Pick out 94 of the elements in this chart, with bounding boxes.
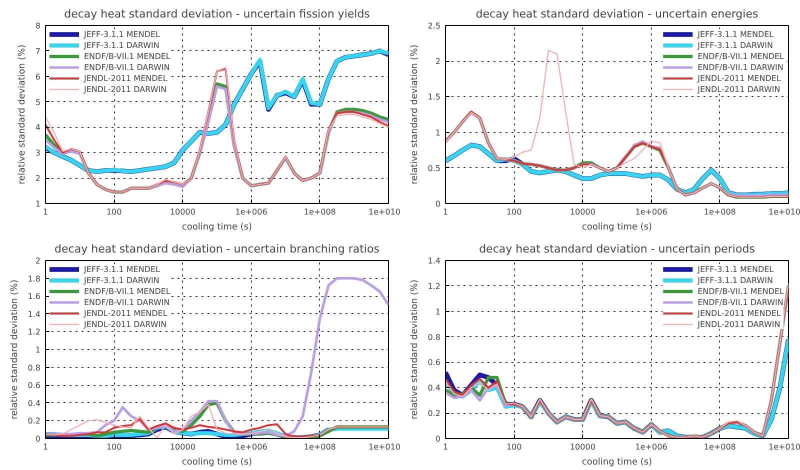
line-series: [446, 50, 788, 198]
y-tick-label: 1: [435, 307, 441, 316]
chart-title: decay heat standard deviation - uncertain branching ratios: [54, 242, 380, 256]
y-tick-label: 1: [435, 128, 441, 138]
y-tick-label: 0.6: [28, 381, 41, 390]
legend-label: JEFF-3.1.1 DARWIN: [84, 40, 160, 50]
y-tick-label: 7: [35, 46, 41, 56]
y-tick-label: 4: [35, 123, 41, 132]
x-axis-title: cooling time (s): [582, 458, 652, 468]
x-tick-label: 100: [106, 442, 122, 452]
y-tick-label: 1: [35, 346, 41, 354]
legend-label: JENDL-2011 MENDEL: [84, 73, 168, 83]
x-tick-label: 1e+010: [768, 208, 800, 216]
y-tick-label: 6: [35, 72, 41, 82]
x-tick-label: 100: [506, 208, 522, 216]
x-axis-title: cooling time (s): [182, 222, 252, 232]
y-tick-label: 1: [35, 200, 41, 208]
y-tick-label: 1.6: [28, 292, 41, 302]
chart-title: decay heat standard deviation - uncertain energies: [476, 8, 758, 20]
x-tick-label: 1e+008: [304, 208, 336, 216]
x-tick-label: 10000: [570, 208, 596, 216]
y-axis-title: relative standard deviation (%): [410, 280, 420, 420]
chart-title: decay heat standard deviation - uncertain fission yields: [64, 8, 370, 20]
x-tick-label: 1: [442, 442, 448, 452]
legend-label: JEFF-3.1.1 MENDEL: [84, 29, 160, 39]
legend-label: ENDF/B-VII.1 MENDEL: [698, 286, 784, 296]
x-tick-label: 1: [442, 208, 448, 216]
x-tick-label: 1e+006: [635, 442, 668, 452]
x-tick-label: 1e+010: [368, 208, 400, 216]
x-tick-label: 1e+008: [304, 442, 336, 452]
x-tick-label: 1: [42, 442, 48, 452]
x-tick-label: 1e+008: [704, 208, 736, 216]
legend-label: JEFF-3.1.1 MENDEL: [698, 264, 774, 274]
legend-label: ENDF/B-VII.1 DARWIN: [698, 297, 784, 307]
legend-label: ENDF/B-VII.1 MENDEL: [698, 51, 784, 61]
x-axis-title: cooling time (s): [182, 458, 252, 468]
legend-label: JEFF-3.1.1 DARWIN: [84, 275, 160, 285]
legend-label: ENDF/B-VII.1 DARWIN: [698, 62, 784, 72]
legend-label: JEFF-3.1.1 MENDEL: [698, 29, 774, 39]
y-tick-label: 2: [35, 174, 41, 184]
x-tick-label: 1: [42, 208, 48, 216]
y-tick-label: 0.8: [28, 363, 41, 372]
y-tick-label: 0.6: [428, 358, 441, 368]
legend-label: JENDL-2011 MENDEL: [698, 73, 781, 83]
y-tick-label: 0: [35, 434, 41, 444]
y-tick-label: 5: [35, 98, 41, 107]
y-tick-label: 0.4: [28, 398, 41, 408]
x-axis-title: cooling time (s): [582, 222, 652, 232]
legend-label: JENDL-2011 MENDEL: [84, 308, 168, 318]
y-tick-label: 1.4: [428, 256, 441, 266]
y-tick-label: 2.5: [428, 22, 441, 30]
legend-label: JENDL-2011 DARWIN: [698, 319, 780, 329]
y-tick-label: 2: [435, 57, 441, 66]
legend-label: JEFF-3.1.1 DARWIN: [698, 275, 773, 285]
chart-title: decay heat standard deviation - uncertain periods: [479, 242, 756, 256]
legend-label: ENDF/B-VII.1 DARWIN: [84, 297, 170, 307]
x-tick-label: 1e+010: [768, 442, 800, 452]
x-tick-label: 1e+010: [368, 442, 400, 452]
legend-label: JENDL-2011 DARWIN: [84, 319, 167, 329]
y-tick-label: 0.4: [428, 384, 441, 393]
legend-label: JENDL-2011 MENDEL: [698, 308, 781, 318]
legend-label: ENDF/B-VII.1 MENDEL: [84, 51, 170, 61]
y-tick-label: 0: [435, 200, 441, 208]
legend-label: ENDF/B-VII.1 DARWIN: [84, 62, 170, 72]
x-tick-label: 1e+006: [235, 442, 268, 452]
x-tick-label: 1e+006: [635, 208, 668, 216]
legend-label: JENDL-2011 DARWIN: [84, 84, 167, 94]
x-tick-label: 10000: [570, 442, 596, 452]
y-tick-label: 1.4: [28, 310, 41, 319]
x-tick-label: 10000: [170, 442, 196, 452]
y-tick-label: 0.2: [428, 409, 441, 418]
x-tick-label: 100: [506, 442, 522, 452]
y-tick-label: 0: [435, 434, 441, 444]
y-tick-label: 1.5: [428, 92, 441, 102]
y-tick-label: 1.2: [428, 282, 441, 291]
y-tick-label: 0.5: [428, 164, 441, 173]
x-tick-label: 1e+008: [704, 442, 736, 452]
y-tick-label: 3: [35, 148, 41, 158]
legend-label: JENDL-2011 DARWIN: [698, 84, 780, 94]
y-tick-label: 1.8: [28, 274, 41, 284]
legend-label: ENDF/B-VII.1 MENDEL: [84, 286, 170, 296]
y-axis-title: relative standard deviation (%): [17, 44, 28, 184]
x-tick-label: 100: [106, 208, 122, 216]
y-axis-title: relative standard deviation (%): [10, 280, 20, 420]
y-tick-label: 8: [35, 22, 41, 30]
y-tick-label: 0.2: [28, 416, 41, 426]
y-tick-label: 1.2: [28, 328, 41, 337]
legend-label: JEFF-3.1.1 MENDEL: [84, 264, 160, 274]
x-tick-label: 1e+006: [235, 208, 268, 216]
y-tick-label: 2: [35, 256, 41, 266]
y-tick-label: 0.8: [428, 332, 441, 342]
x-tick-label: 10000: [170, 208, 196, 216]
y-axis-title: relative standard deviation (%): [410, 44, 420, 184]
legend-label: JEFF-3.1.1 DARWIN: [698, 40, 773, 50]
